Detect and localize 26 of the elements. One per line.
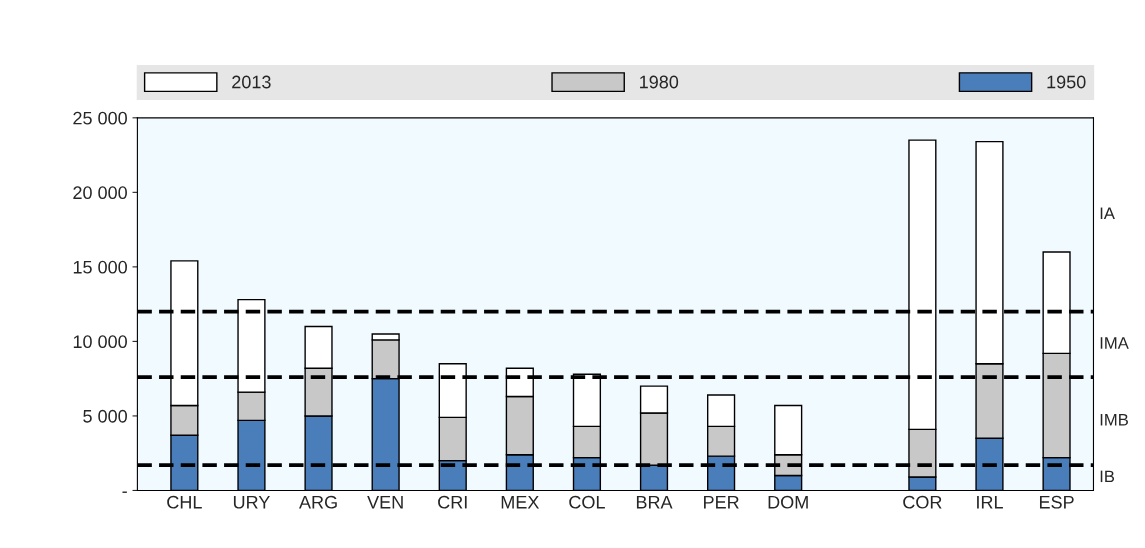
legend-label: 1950	[1047, 75, 1086, 89]
x-tick-label: CRI	[438, 495, 467, 509]
x-tick-label: BRA	[636, 495, 673, 509]
x-tick-label: URY	[233, 495, 270, 509]
x-tick-label: IRL	[977, 495, 1003, 509]
legend-label: 1980	[640, 75, 679, 89]
x-tick-label: COL	[569, 495, 605, 509]
y-tick-label: -	[122, 491, 127, 493]
y-tick-label: 5 000	[83, 409, 127, 423]
y-tick-label: 10 000	[73, 335, 127, 349]
text: IB	[1100, 470, 1115, 483]
x-tick-label: PER	[704, 495, 739, 509]
y-tick-label: 20 000	[73, 186, 127, 200]
text: IMA	[1100, 337, 1129, 349]
x-tick-label: VEN	[367, 495, 403, 509]
text: IA	[1100, 207, 1115, 220]
text: IMB	[1100, 413, 1128, 426]
y-tick-label: 25 000	[73, 111, 127, 125]
x-tick-label: ARG	[299, 495, 337, 509]
x-tick-label: DOM	[768, 495, 808, 509]
y-tick-label: 15 000	[73, 260, 127, 274]
legend-label: 2013	[232, 75, 271, 89]
x-tick-label: COR	[903, 495, 942, 509]
x-tick-label: CHL	[167, 495, 202, 509]
x-tick-label: MEX	[501, 495, 540, 509]
x-tick-label: ESP	[1039, 495, 1074, 509]
